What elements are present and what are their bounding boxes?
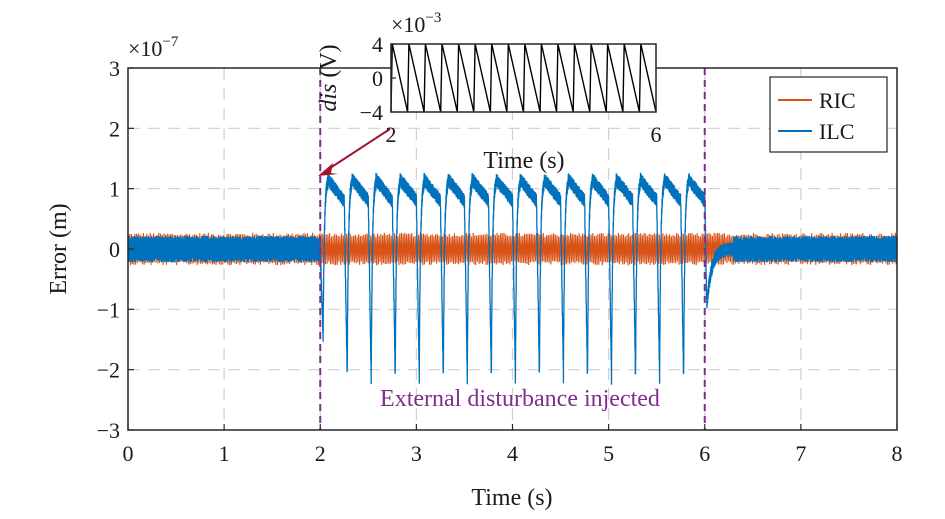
disturbance-lines xyxy=(319,68,706,430)
inset-x-tick-label: 2 xyxy=(386,122,397,147)
x-tick-label: 1 xyxy=(219,441,230,466)
inset-x-axis-label: Time (s) xyxy=(483,148,564,174)
y-tick-label: 2 xyxy=(109,116,120,141)
main-series xyxy=(127,172,898,385)
inset-ticks: 4 0 −42 6 xyxy=(360,32,662,147)
inset-chart: 4 0 −42 6 ×10−3 dis (V) Time (s) xyxy=(316,10,662,174)
inset-y-tick-label: 0 xyxy=(372,66,383,91)
ilc-series-line xyxy=(127,172,898,385)
inset-arrow xyxy=(318,128,391,176)
y-tick-label: −1 xyxy=(97,297,120,322)
x-tick-label: 8 xyxy=(892,441,903,466)
y-exponent-label: ×10−7 xyxy=(128,34,179,61)
legend-box xyxy=(769,76,888,153)
inset-x-tick-label: 6 xyxy=(651,122,662,147)
arrowhead xyxy=(318,163,338,176)
y-tick-label: −2 xyxy=(97,358,120,383)
inset-y-exponent-label: ×10−3 xyxy=(391,10,441,37)
arrow-line xyxy=(323,128,391,173)
x-tick-label: 5 xyxy=(603,441,614,466)
x-tick-label: 4 xyxy=(507,441,518,466)
y-axis-label: Error (m) xyxy=(46,203,72,294)
x-tick-label: 3 xyxy=(411,441,422,466)
main-ticks: 0 1 2 3 4 5 6 7 8 −3 −2 −1 0 1 2 3 xyxy=(97,56,903,466)
y-tick-label: 1 xyxy=(109,177,120,202)
y-tick-label: 3 xyxy=(109,56,120,81)
inset-y-tick-label: −4 xyxy=(360,100,383,125)
x-tick-label: 7 xyxy=(795,441,806,466)
x-tick-label: 2 xyxy=(315,441,326,466)
x-tick-label: 6 xyxy=(699,441,710,466)
inset-y-axis-label: dis (V) xyxy=(316,44,342,111)
y-tick-label: −3 xyxy=(97,418,120,443)
x-tick-label: 0 xyxy=(123,441,134,466)
legend-label-ilc: ILC xyxy=(819,119,854,144)
legend-label-ric: RIC xyxy=(819,88,856,113)
legend: RIC ILC xyxy=(769,76,888,153)
inset-y-tick-label: 4 xyxy=(372,32,383,57)
y-tick-label: 0 xyxy=(109,237,120,262)
disturbance-annotation: External disturbance injected xyxy=(380,386,660,412)
x-axis-label: Time (s) xyxy=(471,485,552,511)
